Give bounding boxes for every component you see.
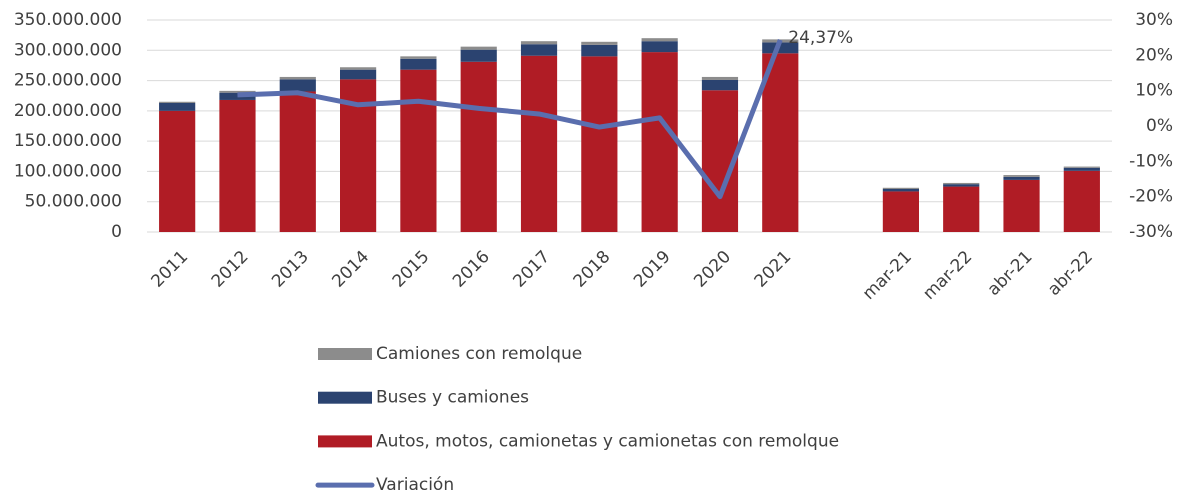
bar xyxy=(219,99,256,232)
bar xyxy=(882,188,919,192)
y2-tick-label: -30% xyxy=(1129,222,1173,242)
bar xyxy=(1003,176,1040,180)
x-tick-label: 2021 xyxy=(751,247,796,292)
bar xyxy=(219,92,256,100)
x-tick-label: 2018 xyxy=(570,247,615,292)
legend-label: Variación xyxy=(376,475,454,495)
y2-tick-label: 20% xyxy=(1135,45,1173,65)
bar xyxy=(520,41,558,45)
bar xyxy=(882,191,919,232)
bar xyxy=(279,76,316,80)
legend-swatch xyxy=(318,348,372,360)
x-tick-label: mar-22 xyxy=(919,247,976,304)
bar xyxy=(1003,179,1040,232)
line xyxy=(237,38,783,200)
bar xyxy=(1063,170,1100,232)
bar xyxy=(400,56,437,59)
y2-tick-label: 10% xyxy=(1135,81,1173,101)
x-tick-label: 2011 xyxy=(147,247,192,292)
bar xyxy=(460,49,497,62)
bar xyxy=(581,56,618,232)
x-tick-label: mar-21 xyxy=(859,247,916,304)
x-tick-label: abr-21 xyxy=(984,247,1037,300)
x-tick-label: 2013 xyxy=(268,247,313,292)
legend-label: Autos, motos, camionetas y camionetas co… xyxy=(376,431,839,451)
bar xyxy=(279,79,316,92)
bar xyxy=(581,41,618,45)
x-tick-label: abr-22 xyxy=(1044,247,1097,300)
bar xyxy=(762,42,799,54)
y-tick-label: 350.000.000 xyxy=(14,10,122,30)
legend-label: Buses y camiones xyxy=(376,388,529,408)
bar xyxy=(641,41,678,53)
bar xyxy=(159,110,196,232)
bar xyxy=(400,69,437,232)
y2-tick-label: 30% xyxy=(1135,10,1173,30)
bar xyxy=(520,44,558,56)
bar xyxy=(882,187,919,189)
x-tick-label: 2016 xyxy=(449,247,494,292)
bar xyxy=(943,186,980,232)
x-tick-label: 2012 xyxy=(208,247,253,292)
y2-tick-label: 0% xyxy=(1146,116,1173,136)
y-tick-label: 100.000.000 xyxy=(14,161,122,181)
legend-label: Camiones con remolque xyxy=(376,344,582,364)
bar xyxy=(400,58,437,70)
bar xyxy=(1063,166,1100,168)
y-tick-label: 300.000.000 xyxy=(14,40,122,60)
bar xyxy=(1063,167,1100,171)
bar xyxy=(159,102,196,111)
bar xyxy=(219,90,256,93)
bar xyxy=(701,79,739,91)
x-tick-label: 2017 xyxy=(509,247,554,292)
x-tick-label: 2020 xyxy=(690,247,735,292)
bar xyxy=(520,55,558,232)
bar xyxy=(1003,175,1040,177)
x-tick-label: 2015 xyxy=(389,247,434,292)
bar xyxy=(701,76,739,80)
bar xyxy=(460,46,497,50)
y-tick-label: 50.000.000 xyxy=(25,192,122,212)
y-tick-label: 150.000.000 xyxy=(14,131,122,151)
bar xyxy=(641,52,678,232)
bar xyxy=(279,91,316,232)
x-tick-label: 2014 xyxy=(328,247,373,292)
bar xyxy=(762,53,799,232)
bar xyxy=(943,184,980,187)
bar xyxy=(641,38,678,42)
bar xyxy=(581,44,618,57)
legend-swatch xyxy=(318,391,372,404)
x-tick-label: 2019 xyxy=(630,247,675,292)
bar xyxy=(340,67,377,70)
y-tick-label: 0 xyxy=(111,222,122,242)
bar xyxy=(159,101,196,103)
bar xyxy=(460,61,497,233)
y2-tick-label: -10% xyxy=(1129,151,1173,171)
y-tick-label: 250.000.000 xyxy=(14,71,122,91)
y-tick-label: 200.000.000 xyxy=(14,101,122,121)
legend-swatch xyxy=(318,435,372,448)
y2-tick-label: -20% xyxy=(1129,187,1173,207)
bar xyxy=(340,69,377,80)
data-label: 24,37% xyxy=(788,28,853,48)
bar xyxy=(943,182,980,185)
